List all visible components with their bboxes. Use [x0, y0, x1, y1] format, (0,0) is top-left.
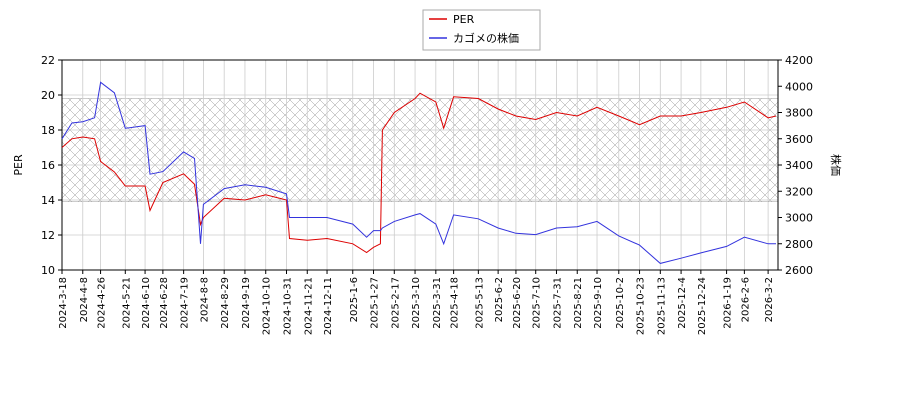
y2-tick-label: 3400	[785, 159, 813, 172]
x-tick-label: 2025-3-31	[432, 277, 443, 329]
legend: PER カゴメの株価	[422, 9, 541, 51]
legend-label: カゴメの株価	[453, 31, 519, 45]
y-axis-label: PER	[12, 154, 25, 176]
y-tick-label: 14	[41, 194, 55, 207]
x-tick-label: 2024-6-28	[159, 277, 170, 329]
y2-tick-label: 4200	[785, 54, 813, 67]
shaded-range	[61, 98, 779, 202]
y2-tick-label: 2800	[785, 238, 813, 251]
y2-tick-label: 3200	[785, 185, 813, 198]
x-tick-label: 2024-8-29	[220, 277, 231, 329]
x-tick-label: 2025-2-17	[390, 277, 401, 329]
x-tick-label: 2024-6-10	[141, 277, 152, 329]
x-tick-label: 2024-5-21	[121, 277, 132, 329]
y-tick-label: 12	[41, 229, 55, 242]
plot-frame	[61, 59, 779, 271]
y-tick-label: 16	[41, 159, 55, 172]
y-tick-label: 10	[41, 264, 55, 277]
x-tick-label: 2025-1-27	[370, 277, 381, 329]
x-tick-label: 2024-10-31	[282, 277, 293, 335]
legend-label: PER	[453, 13, 475, 26]
x-tick-label: 2024-12-11	[323, 277, 334, 335]
y2-tick-label: 4000	[785, 80, 813, 93]
x-tick-label: 2025-9-10	[593, 277, 604, 329]
y-tick-label: 20	[41, 89, 55, 102]
x-tick-label: 2025-3-10	[411, 277, 422, 329]
legend-box	[422, 9, 541, 51]
x-tick-label: 2025-5-13	[474, 277, 485, 329]
x-tick-label: 2025-6-20	[512, 277, 523, 329]
x-tick-label: 2024-9-19	[241, 277, 252, 329]
x-tick-label: 2024-4-8	[79, 277, 90, 322]
x-tick-label: 2024-8-8	[199, 277, 210, 322]
x-tick-label: 2026-3-2	[764, 277, 775, 322]
x-tick-label: 2024-11-21	[303, 277, 314, 335]
x-tick-label: 2025-11-13	[656, 277, 667, 335]
y-tick-label: 18	[41, 124, 55, 137]
x-tick-label: 2024-3-18	[58, 277, 69, 329]
x-tick-label: 2025-7-10	[532, 277, 543, 329]
x-tick-label: 2026-2-6	[740, 277, 751, 322]
y2-tick-label: 2600	[785, 264, 813, 277]
x-tick-label: 2025-10-2	[615, 277, 626, 329]
x-tick-label: 2025-6-2	[494, 277, 505, 322]
x-tick-label: 2025-8-21	[573, 277, 584, 329]
y2-tick-label: 3800	[785, 107, 813, 120]
x-tick-label: 2025-1-6	[349, 277, 360, 322]
y2-tick-label: 3600	[785, 133, 813, 146]
x-tick-label: 2024-7-19	[180, 277, 191, 329]
x-tick-label: 2026-1-19	[723, 277, 734, 329]
y-tick-label: 22	[41, 54, 55, 67]
y2-tick-label: 3000	[785, 212, 813, 225]
x-tick-label: 2024-4-26	[97, 277, 108, 329]
x-tick-label: 2025-12-4	[677, 277, 688, 329]
x-tick-label: 2025-7-31	[552, 277, 563, 329]
x-tick-label: 2025-12-24	[697, 277, 708, 335]
x-tick-label: 2024-10-10	[262, 277, 273, 335]
x-tick-label: 2025-4-18	[450, 277, 461, 329]
y2-axis-label: 株価	[829, 154, 843, 176]
x-tick-label: 2025-10-23	[636, 277, 647, 335]
series-line	[61, 81, 776, 264]
series-line	[61, 92, 777, 254]
